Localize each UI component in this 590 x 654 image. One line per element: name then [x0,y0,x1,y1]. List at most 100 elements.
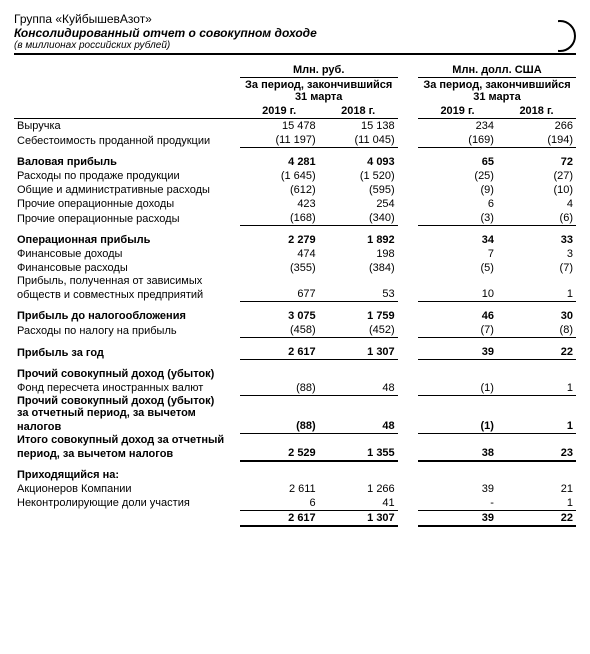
cell-2018-rub: 48 [319,419,398,434]
cell-2018-rub: 1 355 [319,446,398,461]
cell-2019-rub: 677 [240,287,319,302]
cell-2018-usd: 22 [497,338,576,360]
table-row: Неконтролирующие доли участия641-1 [14,496,576,511]
cell-2018-rub: 15 138 [319,119,398,134]
cell-2019-rub: 2 529 [240,446,319,461]
cell-2018-usd: 4 [497,197,576,211]
cell-2018-usd: 1 [497,419,576,434]
cell-2018-usd: (6) [497,211,576,226]
table-row: Операционная прибыль2 2791 8923433 [14,226,576,248]
row-label: Прибыль за год [14,338,240,360]
row-label: Прочий совокупный доход (убыток) [14,360,240,381]
cell-2019-usd: 39 [418,510,497,526]
row-label: период, за вычетом налогов [14,446,240,461]
cell-2019-usd: 234 [418,119,497,134]
cell-2019-rub: 423 [240,197,319,211]
cell-2018-usd: 33 [497,226,576,248]
cell-2019-rub [240,275,319,287]
cell-2018-rub: (1 520) [319,169,398,183]
row-label: Финансовые доходы [14,247,240,261]
cell-2018-usd: 72 [497,148,576,170]
row-label: Прибыль до налогообложения [14,302,240,324]
table-row: обществ и совместных предприятий67753 101 [14,287,576,302]
table-row: налогов(88)48(1)1 [14,419,576,434]
cell-2019-rub: 474 [240,247,319,261]
table-row: Фонд пересчета иностранных валют(88)48(1… [14,381,576,396]
cell-2019-usd: (169) [418,133,497,148]
row-label: обществ и совместных предприятий [14,287,240,302]
row-label: Неконтролирующие доли участия [14,496,240,511]
cell-2019-usd: (9) [418,183,497,197]
cell-2019-usd: 39 [418,482,497,496]
cell-2019-usd: 7 [418,247,497,261]
row-label: Расходы по налогу на прибыль [14,323,240,338]
table-row: Финансовые доходы47419873 [14,247,576,261]
cell-2019-rub: 2 617 [240,510,319,526]
row-label: Прочие операционные доходы [14,197,240,211]
cell-2019-usd: 39 [418,338,497,360]
cell-2018-usd: 22 [497,510,576,526]
row-label: Валовая прибыль [14,148,240,170]
table-row: Прочий совокупный доход (убыток) [14,395,576,407]
year-2019-usd: 2019 г. [418,104,497,119]
row-label: Прибыль, полученная от зависимых [14,275,240,287]
col-group-usd: Млн. долл. США [418,63,576,78]
report-title: Консолидированный отчет о совокупном дох… [14,26,576,40]
cell-2019-rub: 15 478 [240,119,319,134]
cell-2018-rub: 53 [319,287,398,302]
cell-2019-rub: (88) [240,419,319,434]
cell-2019-usd: 6 [418,197,497,211]
cell-2019-usd: (5) [418,261,497,275]
table-row: Акционеров Компании2 6111 2663921 [14,482,576,496]
top-rule [14,53,576,55]
cell-2019-rub: (88) [240,381,319,396]
cell-2018-usd: 30 [497,302,576,324]
table-row: Прочие операционные доходы42325464 [14,197,576,211]
row-label: Фонд пересчета иностранных валют [14,381,240,396]
table-row: Приходящийся на: [14,461,576,482]
cell-2018-rub: (452) [319,323,398,338]
cell-2018-usd: (194) [497,133,576,148]
cell-2019-rub: (458) [240,323,319,338]
cell-2018-usd: (8) [497,323,576,338]
cell-2018-usd: (10) [497,183,576,197]
row-label: Прочие операционные расходы [14,211,240,226]
row-label: Операционная прибыль [14,226,240,248]
table-row: Итого совокупный доход за отчетный [14,434,576,446]
header-row-period: За период, закончившийся 31 марта За пер… [14,78,576,105]
cell-2018-usd: 266 [497,119,576,134]
year-2019-rub: 2019 г. [240,104,319,119]
row-label: Акционеров Компании [14,482,240,496]
cell-2018-rub: (595) [319,183,398,197]
cell-2019-rub: 3 075 [240,302,319,324]
year-2018-rub: 2018 г. [319,104,398,119]
table-row: Общие и административные расходы(612)(59… [14,183,576,197]
cell-2018-usd [497,275,576,287]
cell-2019-usd: 10 [418,287,497,302]
table-row: Прочий совокупный доход (убыток) [14,360,576,381]
cell-2018-usd: 23 [497,446,576,461]
cell-2018-usd: 1 [497,287,576,302]
table-row: за отчетный период, за вычетом [14,407,576,419]
cell-2019-rub: (612) [240,183,319,197]
report-subtitle: (в миллионах российских рублей) [14,40,576,51]
row-label: Себестоимость проданной продукции [14,133,240,148]
cell-2019-usd: (25) [418,169,497,183]
cell-2019-usd: - [418,496,497,511]
row-label: Расходы по продаже продукции [14,169,240,183]
cell-2019-usd: 34 [418,226,497,248]
row-label: Выручка [14,119,240,134]
cell-2018-usd: 1 [497,496,576,511]
cell-2018-rub: (384) [319,261,398,275]
cell-2018-usd: 1 [497,381,576,396]
cell-2018-rub: 1 892 [319,226,398,248]
cell-2018-rub: 1 266 [319,482,398,496]
cell-2018-rub: (11 045) [319,133,398,148]
table-row: Себестоимость проданной продукции(11 197… [14,133,576,148]
row-label: Общие и административные расходы [14,183,240,197]
cell-2019-usd: (1) [418,419,497,434]
row-label: Приходящийся на: [14,461,240,482]
col-group-rub: Млн. руб. [240,63,398,78]
cell-2018-rub [319,275,398,287]
cell-2018-rub: 41 [319,496,398,511]
